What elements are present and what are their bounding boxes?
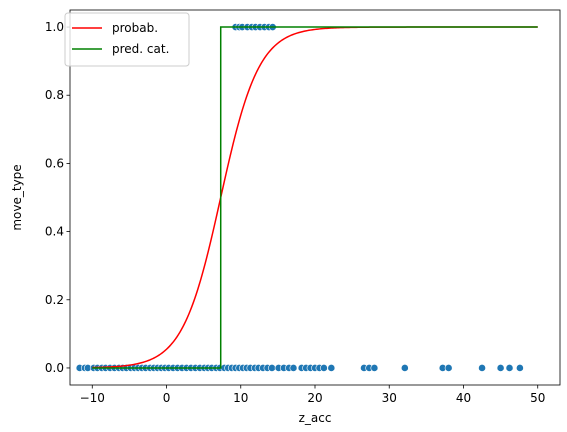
y-tick-label: 1.0 [45, 20, 64, 34]
scatter-point-y0 [516, 364, 524, 372]
y-axis: 0.0 0.2 0.4 0.6 0.8 1.0 [45, 20, 70, 375]
y-tick-label: 0.0 [45, 361, 64, 375]
legend-box [64, 12, 190, 67]
y-tick-label: 0.4 [45, 225, 64, 239]
scatter-point-y0 [289, 364, 298, 372]
legend: probab. pred. cat. [64, 12, 190, 67]
x-tick-label: 10 [233, 391, 248, 405]
scatter-point-y0 [505, 364, 514, 372]
legend-label-probab: probab. [112, 21, 158, 35]
scatter-point-y0 [496, 364, 505, 372]
scatter-point-y0 [400, 364, 409, 372]
scatter-point-y0 [478, 364, 486, 372]
x-tick-label: −10 [80, 391, 105, 405]
x-axis-label: z_acc [299, 411, 332, 425]
scatter-point-y0 [370, 364, 379, 372]
legend-label-pred-cat: pred. cat. [112, 42, 169, 56]
scatter-point-y0 [320, 364, 328, 372]
x-tick-label: 50 [530, 391, 545, 405]
predicted-category-line [92, 26, 538, 369]
plot-area [69, 9, 561, 386]
y-tick-label: 0.2 [45, 293, 64, 307]
x-tick-label: 0 [163, 391, 171, 405]
x-tick-label: 30 [382, 391, 397, 405]
x-tick-label: 20 [307, 391, 322, 405]
scatter-point-y0 [444, 364, 453, 372]
scatter-point-y0 [268, 364, 276, 372]
x-tick-label: 40 [456, 391, 471, 405]
probability-curve [92, 26, 538, 369]
scatter-point-y0 [327, 364, 336, 372]
y-tick-label: 0.6 [45, 156, 64, 170]
y-axis-label: move_type [10, 164, 24, 230]
y-tick-label: 0.8 [45, 88, 64, 102]
x-axis: −10 0 10 20 30 40 50 [80, 385, 545, 405]
